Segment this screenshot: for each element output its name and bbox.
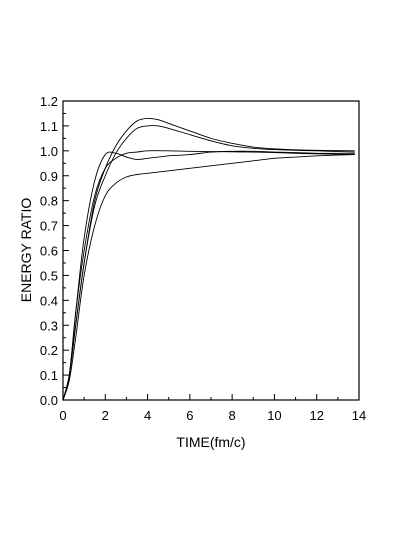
y-tick-label: 0.4 (40, 293, 58, 308)
x-tick-label: 4 (144, 408, 151, 423)
series-line-1 (62, 117, 355, 401)
series-line-3 (62, 150, 355, 401)
y-tick-label: 0.3 (40, 318, 58, 333)
y-tick-label: 0.7 (40, 219, 58, 234)
y-tick-label: 0.0 (40, 393, 58, 408)
x-tick-label: 10 (267, 408, 281, 423)
x-axis-title: TIME(fm/c) (176, 434, 245, 450)
x-tick-label: 0 (59, 408, 66, 423)
series-line-2 (62, 125, 355, 401)
y-axis-title: ENERGY RATIO (18, 198, 34, 303)
y-tick-label: 0.6 (40, 244, 58, 259)
y-tick-label: 0.9 (40, 169, 58, 184)
x-tick-label: 6 (186, 408, 193, 423)
ticks-group (62, 100, 360, 401)
tick-labels-group: 0 2 4 6 8 10 12 14 0.0 0.1 0.2 0.3 0.4 0.5 0.6 0.7 0.8 0.… (40, 94, 366, 423)
series-line-5 (62, 154, 355, 401)
y-tick-label: 1.1 (40, 119, 58, 134)
y-tick-label: 0.2 (40, 343, 58, 358)
x-tick-label: 8 (229, 408, 236, 423)
y-tick-label: 0.8 (40, 194, 58, 209)
plot-frame (62, 100, 360, 401)
y-tick-label: 1.0 (40, 144, 58, 159)
plot-frame-group (62, 100, 360, 401)
x-tick-label: 12 (309, 408, 323, 423)
x-tick-label: 14 (352, 408, 366, 423)
y-tick-label: 0.5 (40, 268, 58, 283)
series-group (62, 117, 355, 401)
y-tick-label: 0.1 (40, 368, 58, 383)
x-tick-label: 2 (102, 408, 109, 423)
series-line-4 (62, 150, 355, 401)
y-tick-label: 1.2 (40, 94, 58, 109)
